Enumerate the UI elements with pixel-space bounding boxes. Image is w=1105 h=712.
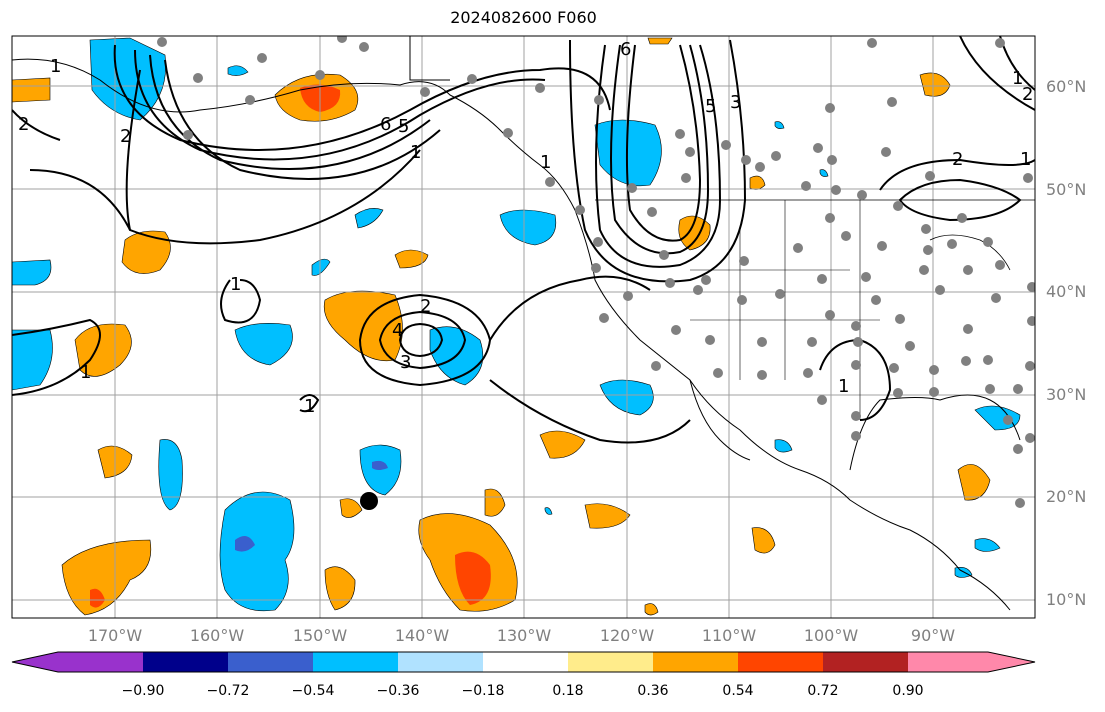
- contour-lines: [12, 36, 1035, 444]
- colorbar-tick-label: 0.54: [722, 683, 754, 699]
- contour-label: 1: [1020, 149, 1031, 170]
- lon-label: 90°W: [910, 626, 956, 645]
- contour-label: 1: [230, 274, 241, 295]
- lat-label: 30°N: [1046, 385, 1087, 404]
- lat-label: 60°N: [1046, 77, 1087, 96]
- lon-label: 110°W: [701, 626, 757, 645]
- colorbar-tick-label: 0.72: [807, 683, 839, 699]
- lon-label: 100°W: [803, 626, 859, 645]
- contour-label: 2: [120, 126, 131, 147]
- contour-label: 1: [410, 142, 421, 163]
- lon-label: 140°W: [394, 626, 450, 645]
- map-title: 2024082600 F060: [450, 8, 597, 27]
- contour-label: 3: [400, 352, 411, 373]
- lon-label: 120°W: [599, 626, 655, 645]
- positive-anomaly-fill: [12, 37, 991, 616]
- contour-label: 4: [392, 320, 403, 341]
- graticule: [12, 36, 1035, 618]
- colorbar-tick-label: −0.18: [461, 683, 505, 699]
- map-frame: [11, 35, 1036, 619]
- station-dots: [157, 36, 1035, 508]
- colorbar-tick-label: −0.54: [291, 683, 335, 699]
- contour-label-group: 1 2 2 1 6 5 1 6 5 3 2 1 1 1 2 3 4 1 1 2 …: [18, 39, 1033, 417]
- lon-label: 160°W: [189, 626, 245, 645]
- contour-label: 1: [80, 362, 91, 383]
- contour-label: 1: [304, 396, 315, 417]
- contour-label: 6: [380, 114, 391, 135]
- colorbar-tick-label: −0.90: [121, 683, 165, 699]
- colorbar-tick-label: 0.90: [892, 683, 924, 699]
- colorbar-extend-low: [12, 652, 58, 672]
- contour-label: 2: [18, 114, 29, 135]
- colorbar: [11, 651, 1036, 673]
- contour-label: 6: [620, 39, 631, 60]
- contour-label: 5: [705, 96, 716, 117]
- lat-label: 10°N: [1046, 590, 1087, 609]
- contour-label: 1: [838, 376, 849, 397]
- lat-label: 40°N: [1046, 282, 1087, 301]
- colorbar-tick-label: −0.72: [206, 683, 250, 699]
- lon-label: 130°W: [496, 626, 552, 645]
- colorbar-tick-label: 0.18: [552, 683, 584, 699]
- contour-label: 1: [50, 56, 61, 77]
- strong-negative-fill: [235, 460, 388, 552]
- lat-label: 20°N: [1046, 487, 1087, 506]
- black-dot-marker: [360, 492, 378, 510]
- contour-label: 1: [1012, 68, 1023, 89]
- colorbar-tick-label: 0.36: [637, 683, 669, 699]
- colorbar-extend-high: [988, 652, 1035, 672]
- lon-label: 150°W: [292, 626, 348, 645]
- strong-positive-fill: [90, 84, 491, 608]
- contour-label: 2: [420, 296, 431, 317]
- contour-label: 3: [730, 92, 741, 113]
- contour-label: 2: [952, 149, 963, 170]
- contour-label: 1: [540, 152, 551, 173]
- colorbar-tick-label: −0.36: [376, 683, 420, 699]
- lat-label: 50°N: [1046, 180, 1087, 199]
- contour-label: 5: [398, 116, 409, 137]
- lon-label: 170°W: [87, 626, 143, 645]
- contour-label: 2: [1022, 84, 1033, 105]
